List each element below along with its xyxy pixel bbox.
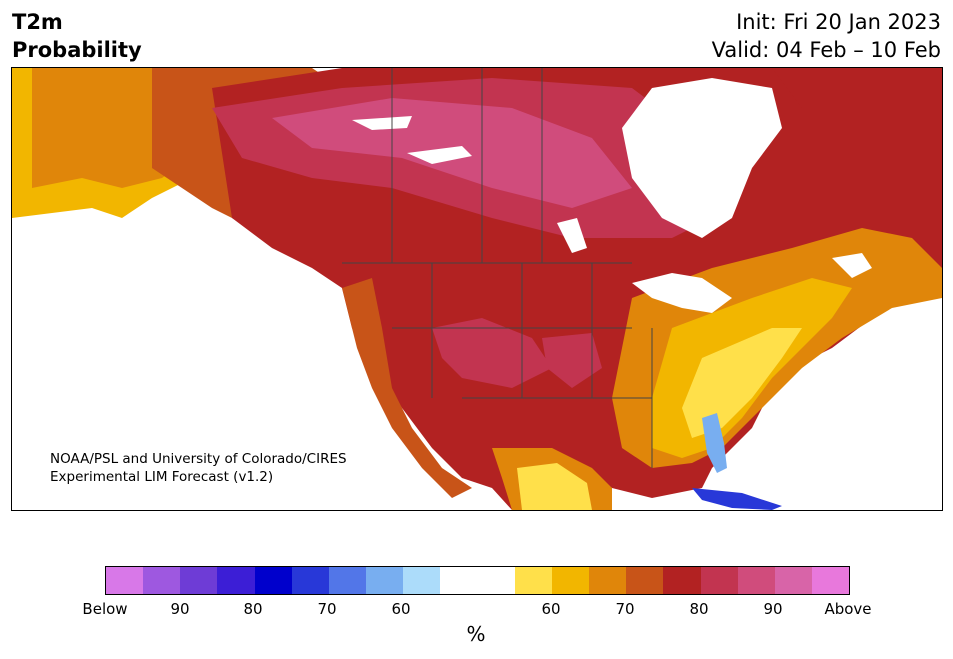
- land-northeast-canada: [772, 68, 942, 138]
- colorbar-cell: [217, 567, 255, 594]
- colorbar-tick-label: Below: [82, 600, 128, 618]
- land-cuba: [692, 488, 782, 510]
- colorbar-cell: [106, 567, 144, 594]
- valid-dates: Valid: 04 Feb – 10 Feb: [711, 38, 941, 62]
- colorbar-tick-label: 90: [763, 600, 783, 618]
- colorbar-cell: [626, 567, 664, 594]
- borders: [342, 68, 653, 468]
- colorbar-tick-label: 60: [391, 600, 411, 618]
- credit-line-1: NOAA/PSL and University of Colorado/CIRE…: [50, 451, 347, 467]
- land-mexico-yellow: [517, 463, 592, 510]
- colorbar-tick-label: 90: [170, 600, 190, 618]
- land-florida: [702, 413, 727, 473]
- colorbar-cell: [440, 567, 478, 594]
- forecast-dates: Init: Fri 20 Jan 2023 Valid: 04 Feb – 10…: [712, 8, 941, 64]
- colorbar-cell: [700, 567, 738, 594]
- colorbar-cell: [551, 567, 590, 594]
- colorbar-cell: [143, 567, 181, 594]
- colorbar-cell: [663, 567, 701, 594]
- colorbar-cell: [514, 567, 552, 594]
- colorbar-tick-label: 70: [615, 600, 635, 618]
- colorbar-unit: %: [466, 622, 486, 646]
- canada-lake-3: [557, 218, 587, 253]
- colorbar-cell: [811, 567, 850, 594]
- colorbar-cell: [328, 567, 367, 594]
- colorbar-cell: [366, 567, 404, 594]
- colorbar-tick-label: Above: [824, 600, 872, 618]
- great-lakes: [632, 273, 732, 313]
- land-west-coast: [342, 278, 472, 498]
- credit-text: NOAA/PSL and University of Colorado/CIRE…: [50, 450, 347, 486]
- probability-map: NOAA/PSL and University of Colorado/CIRE…: [11, 67, 943, 511]
- colorbar-tick-label: 70: [317, 600, 337, 618]
- gulf-water: [832, 253, 872, 278]
- colorbar-cell: [291, 567, 329, 594]
- land-south-pink: [542, 333, 602, 388]
- hudson-bay: [622, 78, 782, 238]
- colorbar-tick-label: 80: [243, 600, 263, 618]
- init-date: Init: Fri 20 Jan 2023: [736, 10, 941, 34]
- canada-lake-1: [352, 116, 412, 130]
- colorbar: [105, 566, 850, 595]
- colorbar-cell: [774, 567, 812, 594]
- colorbar-cell: [403, 567, 441, 594]
- map-svg: [12, 68, 942, 510]
- colorbar-tick-label: 80: [689, 600, 709, 618]
- chart-title: T2m Probability: [12, 8, 142, 64]
- colorbar-cell: [180, 567, 218, 594]
- credit-line-2: Experimental LIM Forecast (v1.2): [50, 469, 274, 485]
- colorbar-cell: [737, 567, 775, 594]
- colorbar-cell: [254, 567, 292, 594]
- canada-lake-2: [407, 146, 472, 164]
- land-east-yellow-2: [682, 328, 802, 438]
- colorbar-tick-label: 60: [541, 600, 561, 618]
- colorbar-cell: [477, 567, 515, 594]
- title-line-1: T2m: [12, 10, 63, 34]
- colorbar-cell: [589, 567, 627, 594]
- title-line-2: Probability: [12, 38, 142, 62]
